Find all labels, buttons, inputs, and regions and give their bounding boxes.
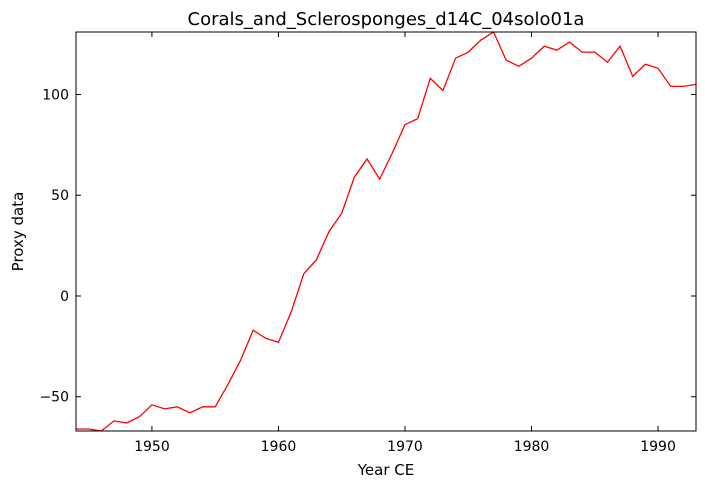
chart-title: Corals_and_Sclerosponges_d14C_04solo01a (188, 9, 585, 30)
x-tick-label: 1980 (514, 439, 550, 455)
plot-frame (75, 31, 697, 432)
plot-area (76, 32, 696, 431)
y-tick-label: 100 (42, 87, 69, 103)
y-tick-label: −50 (39, 390, 69, 406)
y-tick-label: 0 (60, 289, 69, 305)
x-axis-label: Year CE (357, 461, 414, 479)
y-tick-label: 50 (51, 188, 69, 204)
x-tick-label: 1950 (134, 439, 170, 455)
series-line-0 (76, 32, 696, 431)
y-axis-label: Proxy data (9, 192, 27, 272)
x-tick-label: 1990 (640, 439, 676, 455)
axis-ticks: 1950 1960 1970 1980 1990 −50 0 50 100 (39, 32, 696, 455)
x-tick-label: 1970 (387, 439, 423, 455)
x-tick-label: 1960 (261, 439, 297, 455)
